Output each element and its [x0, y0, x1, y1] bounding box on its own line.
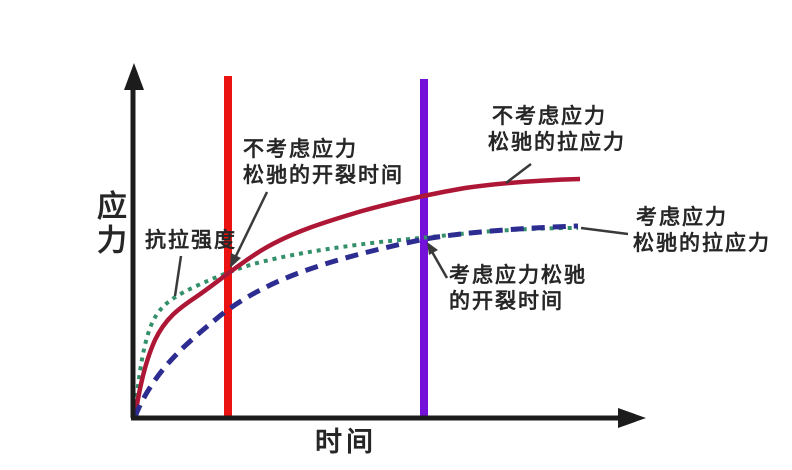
no-relax-crack-time-line2: 松驰的开裂时间 [243, 164, 404, 187]
relax-stress-label: 考虑应力 松驰的拉应力 [633, 205, 771, 257]
relax-crack-time-line2: 的开裂时间 [449, 290, 564, 313]
arrowhead-no-relax-crack-icon [230, 253, 241, 268]
leader-no-relax-stress [505, 163, 532, 184]
y-axis-arrowhead-icon [124, 63, 144, 90]
leader-relax-stress [580, 226, 629, 236]
no-relax-stress-label: 不考虑应力 松驰的拉应力 [488, 104, 626, 156]
no-relax-stress-curve [132, 176, 581, 418]
leader-no-relax-crack [233, 191, 269, 259]
relax-crack-time-label: 考虑应力松驰 的开裂时间 [449, 263, 587, 315]
arrowhead-relax-crack-icon [427, 242, 438, 255]
y-axis-label: 应力 [92, 190, 125, 258]
no-relax-crack-time-line1: 不考虑应力 [243, 138, 358, 161]
relax-crack-time-line1: 考虑应力松驰 [449, 264, 587, 287]
relax-stress-line2: 松驰的拉应力 [633, 232, 771, 255]
x-axis-label: 时间 [315, 427, 377, 457]
x-axis-arrowhead-icon [618, 408, 646, 428]
no-relax-crack-time-label: 不考虑应力 松驰的开裂时间 [243, 137, 404, 189]
tensile-strength-label: 抗拉强度 [145, 229, 237, 252]
leader-relax-crack [429, 249, 449, 279]
relax-stress-line1: 考虑应力 [636, 206, 728, 229]
no-relax-stress-line1: 不考虑应力 [492, 105, 607, 128]
leader-tensile-strength [173, 255, 183, 297]
relax-stress-curve [132, 223, 579, 418]
no-relax-stress-line2: 松驰的拉应力 [488, 131, 626, 154]
